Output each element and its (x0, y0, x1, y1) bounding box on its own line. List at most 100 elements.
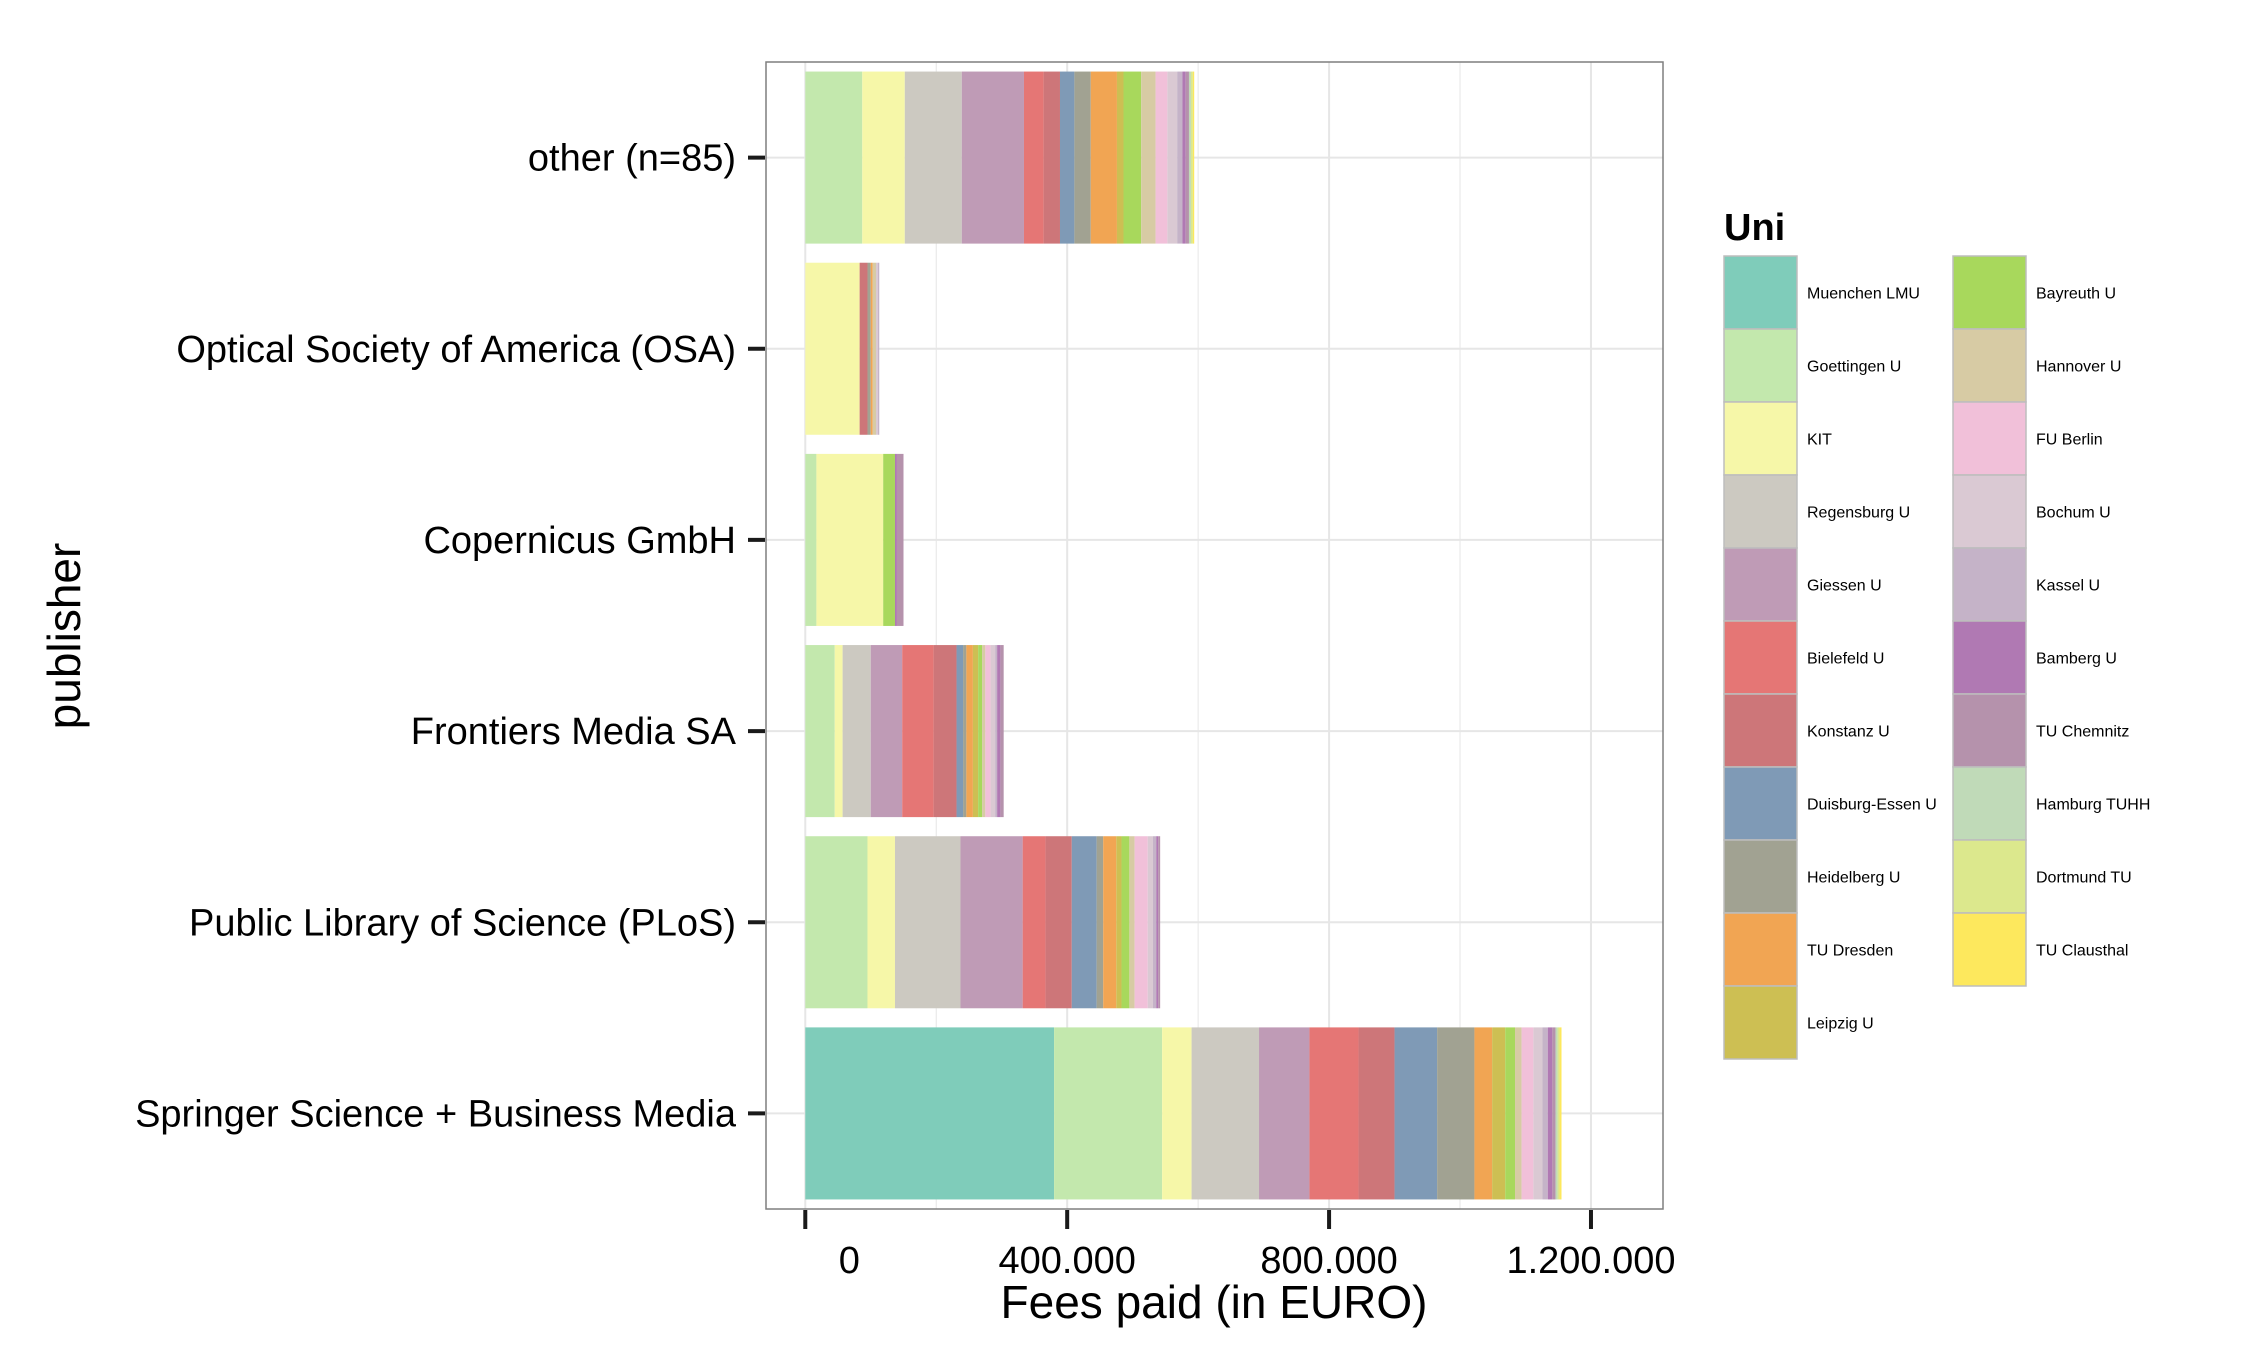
bar-segment (894, 453, 897, 626)
legend-key (1952, 693, 2027, 768)
bar-segment (985, 645, 991, 818)
bar-segment (1559, 1027, 1562, 1200)
bar-segment (896, 453, 904, 626)
legend-key (1723, 839, 1798, 914)
bar-segment (862, 71, 905, 244)
bar-segment (1542, 1027, 1548, 1200)
legend-key (1723, 985, 1798, 1060)
legend-label: FU Berlin (2036, 432, 2103, 449)
legend-label: Bayreuth U (2036, 286, 2116, 303)
legend-key (1723, 912, 1798, 987)
bar-segment (805, 1027, 1055, 1200)
bar-segment (1116, 836, 1122, 1009)
x-axis: 0 400.000 800.000 1.200.000 (803, 1210, 1676, 1282)
bar-segment (1437, 1027, 1475, 1200)
bar-segment (966, 645, 973, 818)
bar-segment (960, 836, 1023, 1009)
legend-key (1952, 328, 2027, 403)
bar-segment (961, 71, 1024, 244)
bar-segment (1023, 71, 1044, 244)
y-axis-title: publisher (38, 543, 90, 730)
x-axis-title: Fees paid (in EURO) (1001, 1276, 1428, 1328)
bar-segment (1394, 1027, 1438, 1200)
bar-segment (1309, 1027, 1359, 1200)
bar-segment (816, 453, 884, 626)
legend-label: Kassel U (2036, 578, 2100, 595)
legend-key (1952, 474, 2027, 549)
bar-segment (1116, 71, 1124, 244)
legend-key (1723, 766, 1798, 841)
bar-segment (805, 71, 863, 244)
x-tick-label: 1.200.000 (1506, 1240, 1675, 1282)
bar-segment (1141, 71, 1156, 244)
bar-segment (1121, 836, 1130, 1009)
legend-label: Leipzig U (1807, 1016, 1874, 1033)
bar-segment (1022, 836, 1046, 1009)
y-tick-label: Optical Society of America (OSA) (176, 329, 736, 371)
bar-segment (1103, 836, 1117, 1009)
bar-segment (933, 645, 957, 818)
bar-segment (1552, 1027, 1556, 1200)
bar-segment (978, 645, 983, 818)
bar-segment (875, 262, 878, 435)
bar-segment (902, 645, 934, 818)
bar-segment (1096, 836, 1104, 1009)
stacked-bars (805, 71, 1562, 1200)
bar-segment (859, 262, 868, 435)
legend-label: Konstanz U (1807, 724, 1890, 741)
bar-segment (1492, 1027, 1506, 1200)
bar-segment (1555, 1027, 1558, 1200)
legend-key (1723, 401, 1798, 476)
bar-segment (870, 262, 873, 435)
bar-segment (995, 645, 998, 818)
bar-segment (1090, 71, 1117, 244)
bar-segment (1000, 645, 1004, 818)
bar-segment (982, 645, 986, 818)
bar-segment (1123, 71, 1142, 244)
bar-segment (870, 645, 903, 818)
legend-label: TU Dresden (1807, 943, 1893, 960)
bar-segment (1129, 836, 1135, 1009)
legend-key (1723, 255, 1798, 330)
bar-segment (805, 262, 860, 435)
legend-label: Dortmund TU (2036, 870, 2132, 887)
bar-segment (1185, 71, 1189, 244)
legend-title: Uni (1724, 207, 1785, 249)
bar-segment (1155, 71, 1168, 244)
y-tick-label: Frontiers Media SA (411, 711, 737, 753)
bar-segment (1474, 1027, 1493, 1200)
legend-label: TU Clausthal (2036, 943, 2128, 960)
y-tick-label: other (n=85) (528, 138, 736, 180)
bar-segment (963, 645, 967, 818)
legend-key (1723, 693, 1798, 768)
bar-segment (1182, 71, 1186, 244)
legend-key (1952, 620, 2027, 695)
legend-key (1952, 912, 2027, 987)
bar-segment (1156, 836, 1159, 1009)
bar-segment (883, 453, 895, 626)
bar-segment (904, 71, 962, 244)
bar-segment (1167, 71, 1178, 244)
x-tick-label: 800.000 (1260, 1240, 1397, 1282)
bar-segment (1134, 836, 1148, 1009)
bar-segment (1515, 1027, 1522, 1200)
bar-segment (877, 262, 880, 435)
legend-label: TU Chemnitz (2036, 724, 2129, 741)
bar-segment (1358, 1027, 1395, 1200)
bar-segment (1533, 1027, 1543, 1200)
bar-segment (1043, 71, 1060, 244)
bar-segment (894, 836, 961, 1009)
bar-segment (1158, 836, 1161, 1009)
y-axis: other (n=85) Optical Society of America (… (135, 138, 765, 1135)
bar-segment (867, 262, 871, 435)
bar-segment (1259, 1027, 1310, 1200)
bar-segment (1547, 1027, 1553, 1200)
bar-segment (1162, 1027, 1192, 1200)
legend-label: Hamburg TUHH (2036, 797, 2150, 814)
bar-segment (805, 453, 817, 626)
bar-segment (1191, 1027, 1260, 1200)
legend-label: Muenchen LMU (1807, 286, 1920, 303)
legend-key (1723, 620, 1798, 695)
bar-segment (872, 262, 876, 435)
legend-label: Bielefeld U (1807, 651, 1884, 668)
